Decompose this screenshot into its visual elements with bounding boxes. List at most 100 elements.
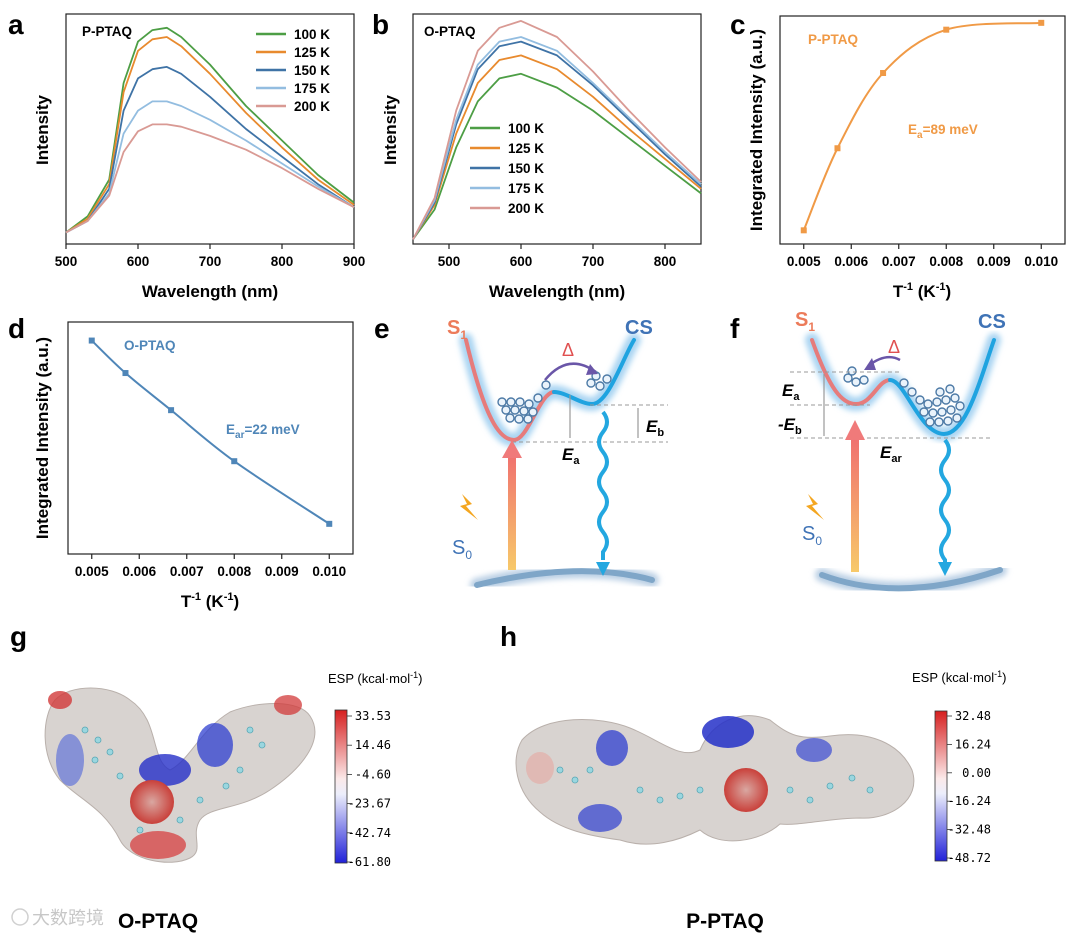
diagram-e-emission-arrowhead: [596, 562, 610, 576]
esp-map-g: ESP (kcal·mol-1) 33.53 14.46 -4.60 -23.67 -4…: [44, 670, 422, 933]
plot-a-legend-label: 200 K: [294, 99, 330, 114]
esp-h-molecule-name: P-PTAQ: [686, 910, 764, 933]
watermark-logo-icon: [11, 908, 29, 926]
plot-b-xticks: 500 600 700 800: [438, 244, 677, 269]
plot-a-xticks: 500 600 700 800 900: [55, 244, 365, 269]
diagram-e-cs-curve: [552, 338, 636, 407]
plot-d-marks: [88, 337, 333, 527]
diagram-e-s1-curve: [464, 338, 556, 443]
plot-d-sample-label: O-PTAQ: [124, 338, 176, 353]
plot-c-xticks: 0.005 0.006 0.007 0.008 0.009 0.010: [787, 244, 1058, 269]
plot-d-xtick-label: 0.010: [312, 564, 346, 579]
diagram-f-s0-label: S0: [802, 523, 822, 548]
diagram-f-ear: Ear: [880, 443, 902, 465]
plot-d-data-point: [122, 370, 129, 377]
esp-g-atoms: [81, 726, 266, 834]
esp-g-blue-region-3: [139, 754, 191, 786]
plot-c-data-point: [943, 26, 950, 33]
panel-label-g: g: [10, 621, 27, 652]
plot-b-series-175k: [412, 36, 702, 240]
diagram-f-emission-wave: [939, 438, 951, 572]
esp-g-colorbar-ticks: 33.53 14.46 -4.60 -23.67 -42.74 -61.80: [347, 709, 391, 869]
plot-d-xtick-label: 0.007: [170, 564, 204, 579]
panel-label-a: a: [8, 9, 24, 40]
plot-b-frame: [412, 13, 702, 245]
plot-b-series: [412, 19, 702, 240]
esp-h-blue-region-3: [796, 738, 832, 762]
diagram-f-s1-curve: [810, 338, 892, 407]
diagram-f-neg-eb: -Eb: [778, 415, 802, 437]
esp-h-title: ESP (kcal·mol-1): [912, 669, 1006, 685]
diagram-e-s0-curve: [474, 568, 655, 588]
plot-c-data-point: [800, 227, 807, 234]
plot-d-data-point: [231, 458, 238, 465]
plot-c: 0.005 0.006 0.007 0.008 0.009 0.010 P-PTAQ Ea…: [747, 15, 1066, 301]
diagram-f-s1-label: S1: [795, 309, 815, 334]
diagram-f: Δ Ea -Eb Ear S1 CS S0: [778, 309, 1007, 596]
esp-map-h: ESP (kcal·mol-1) 32.48 16.24 0.00 -16.24 -32…: [515, 669, 1006, 933]
diagram-f-delta-icon: Δ: [888, 337, 900, 357]
plot-b-xtick-label: 500: [438, 254, 461, 269]
plot-a-xtick-label: 800: [271, 254, 294, 269]
esp-h-atoms: [556, 766, 874, 804]
plot-c-xtick-label: 0.006: [834, 254, 868, 269]
esp-h-colorbar: [934, 710, 948, 862]
plot-a-xlabel: Wavelength (nm): [142, 282, 278, 301]
diagram-f-cs-label: CS: [978, 311, 1006, 333]
plot-a-xtick-label: 600: [127, 254, 150, 269]
esp-g-molecule-name: O-PTAQ: [118, 910, 198, 933]
esp-g-colorbar-tick-label: -61.80: [348, 855, 391, 869]
plot-a-legend-label: 125 K: [294, 45, 330, 60]
diagram-e-s0-label: S0: [452, 537, 472, 562]
plot-c-data-point: [1038, 19, 1045, 26]
plot-a-series-150k: [65, 66, 355, 234]
diagram-f-hop-arrowhead: [864, 358, 876, 370]
diagram-f-electrons: [843, 366, 965, 427]
plot-d-xtick-label: 0.005: [75, 564, 109, 579]
esp-h-blue-region-2: [702, 716, 754, 748]
plot-c-ylabel: Integrated Intensity (a.u.): [747, 29, 766, 231]
plot-b-legend-label: 150 K: [508, 161, 544, 176]
plot-a-series-200k: [65, 123, 355, 234]
plot-a-ylabel: Intensity: [33, 95, 52, 165]
panel-label-f: f: [730, 313, 740, 344]
plot-c-xtick-label: 0.009: [977, 254, 1011, 269]
plot-a: 500 600 700 800 900 P-PTAQ 100 K 125 K 150 K 17…: [33, 13, 365, 301]
diagram-f-absorption-arrow: [851, 436, 859, 572]
plot-b-legend: 100 K 125 K 150 K 175 K 200 K: [470, 121, 544, 216]
esp-g-colorbar-tick-label: -23.67: [348, 797, 391, 811]
plot-c-frame: [779, 15, 1066, 245]
plot-b-xlabel: Wavelength (nm): [489, 282, 625, 301]
esp-h-colorbar-ticks: 32.48 16.24 0.00 -16.24 -32.48 -48.72: [947, 709, 991, 865]
plot-a-legend-label: 175 K: [294, 81, 330, 96]
plot-a-series: [65, 26, 355, 234]
plot-c-annotation: Ea=89 meV: [908, 122, 978, 141]
plot-b-xtick-label: 800: [654, 254, 677, 269]
esp-h-red-region-1: [526, 752, 554, 784]
diagram-e-lightning-icon: [460, 494, 478, 520]
plot-b-xtick-label: 700: [582, 254, 605, 269]
panel-label-b: b: [372, 9, 389, 40]
watermark: 大数跨境: [11, 908, 104, 928]
plot-c-xtick-label: 0.008: [929, 254, 963, 269]
panel-label-d: d: [8, 313, 25, 344]
plot-d: 0.005 0.006 0.007 0.008 0.009 0.010 O-PTAQ Ea…: [33, 321, 354, 611]
plot-c-xtick-label: 0.007: [882, 254, 916, 269]
plot-b-series-125k: [412, 54, 702, 240]
plot-a-legend-label: 100 K: [294, 27, 330, 42]
diagram-f-emission-arrowhead: [938, 562, 952, 576]
esp-h-colorbar-tick-label: 0.00: [962, 766, 991, 780]
esp-h-colorbar-tick-label: -32.48: [948, 823, 991, 837]
esp-g-ring-bump: [130, 780, 174, 824]
esp-h-colorbar-tick-label: 32.48: [955, 709, 991, 723]
plot-c-sample-label: P-PTAQ: [808, 32, 858, 47]
plot-b-legend-label: 200 K: [508, 201, 544, 216]
esp-h-colorbar-tick-label: 16.24: [955, 737, 991, 751]
esp-h-blue-region-4: [578, 804, 622, 832]
plot-d-annotation: Ear=22 meV: [226, 422, 300, 441]
diagram-f-absorption-arrowhead: [845, 420, 865, 440]
esp-g-red-region-1: [48, 691, 72, 709]
esp-h-colorbar-tick-label: -16.24: [948, 794, 991, 808]
plot-b-legend-label: 125 K: [508, 141, 544, 156]
